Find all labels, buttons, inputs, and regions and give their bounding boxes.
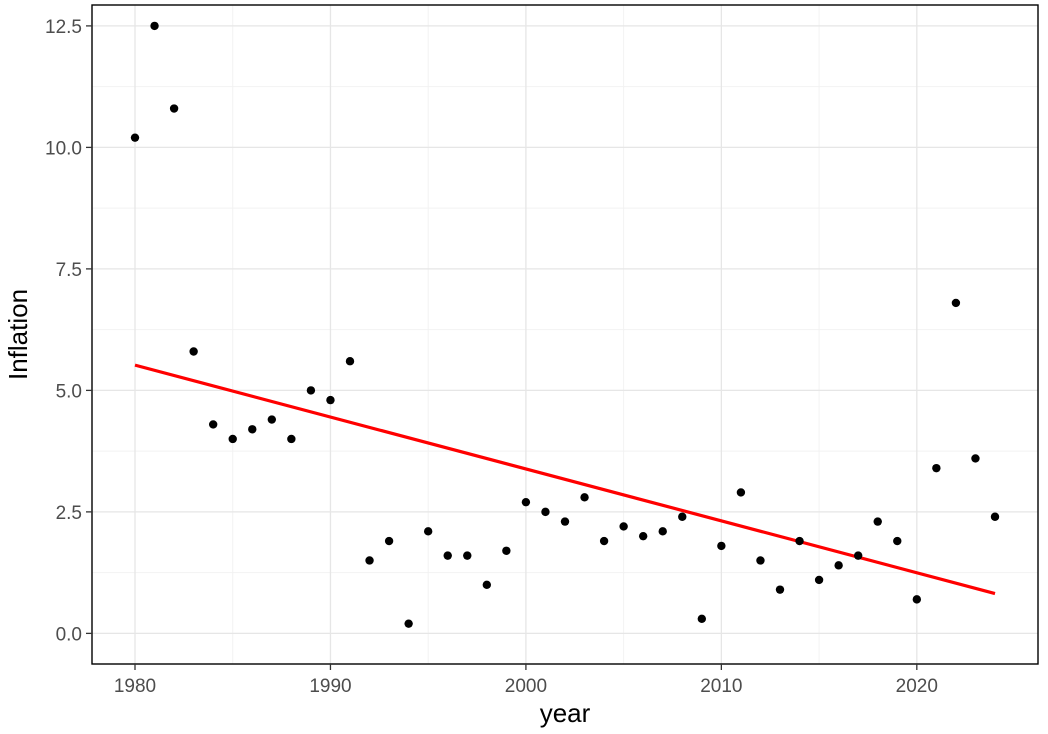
data-point: [853, 551, 863, 560]
y-tick-label: 12.5: [45, 17, 82, 38]
data-point: [463, 551, 472, 560]
data-point: [365, 556, 374, 565]
data-point: [971, 454, 980, 463]
data-point: [580, 493, 589, 502]
data-point: [306, 386, 316, 395]
data-point: [228, 434, 237, 444]
trend-line: [134, 363, 996, 596]
data-point: [208, 420, 218, 429]
data-point: [189, 347, 198, 356]
data-point: [990, 512, 1000, 521]
x-axis-title: year: [540, 698, 591, 728]
data-point: [541, 507, 550, 517]
data-point: [678, 512, 687, 521]
data-point: [775, 585, 785, 594]
data-point: [384, 536, 394, 546]
y-axis: 0.0 2.5 5.0 7.5 10.0 12.5: [45, 17, 92, 645]
data-point: [873, 517, 882, 526]
y-axis-title: Inflation: [3, 289, 33, 380]
major-gridlines: [92, 5, 1038, 664]
y-tick-label: 0.0: [56, 624, 82, 645]
data-point: [658, 527, 667, 536]
data-point: [638, 531, 648, 541]
data-point: [736, 488, 746, 497]
data-point: [951, 298, 961, 308]
data-point: [834, 561, 843, 570]
data-point: [404, 619, 413, 628]
data-point: [502, 546, 511, 555]
x-tick-label: 2010: [700, 676, 742, 697]
y-tick-label: 7.5: [56, 260, 82, 281]
data-point: [521, 497, 531, 507]
data-point: [345, 357, 355, 366]
data-point: [248, 425, 257, 434]
data-points: [130, 21, 1000, 628]
data-point: [287, 434, 296, 444]
data-point: [756, 556, 765, 565]
data-point: [267, 415, 277, 424]
data-point: [697, 614, 707, 624]
x-tick-label: 2020: [896, 676, 938, 697]
data-point: [169, 104, 179, 113]
x-tick-label: 1980: [114, 676, 156, 697]
data-point: [150, 21, 159, 31]
y-tick-label: 2.5: [56, 503, 82, 524]
y-tick-label: 5.0: [56, 381, 82, 402]
trend-line-group: [134, 363, 996, 596]
data-point: [795, 536, 804, 546]
data-point: [482, 580, 492, 589]
data-point: [932, 463, 941, 473]
data-point: [560, 517, 570, 526]
x-tick-label: 2000: [505, 676, 547, 697]
data-point: [130, 133, 140, 142]
data-point: [814, 575, 824, 585]
data-point: [893, 536, 902, 546]
x-tick-label: 1990: [309, 676, 351, 697]
data-point: [326, 395, 335, 405]
data-point: [619, 522, 628, 531]
data-point: [717, 541, 726, 551]
minor-gridlines: [92, 5, 1038, 664]
data-point: [423, 527, 433, 536]
y-tick-label: 10.0: [45, 138, 82, 159]
data-point: [599, 536, 609, 546]
data-point: [443, 551, 452, 560]
data-point: [912, 595, 922, 604]
plot-panel-border: [91, 4, 1039, 665]
x-axis: 1980 1990 2000 2010 2020: [114, 664, 938, 697]
